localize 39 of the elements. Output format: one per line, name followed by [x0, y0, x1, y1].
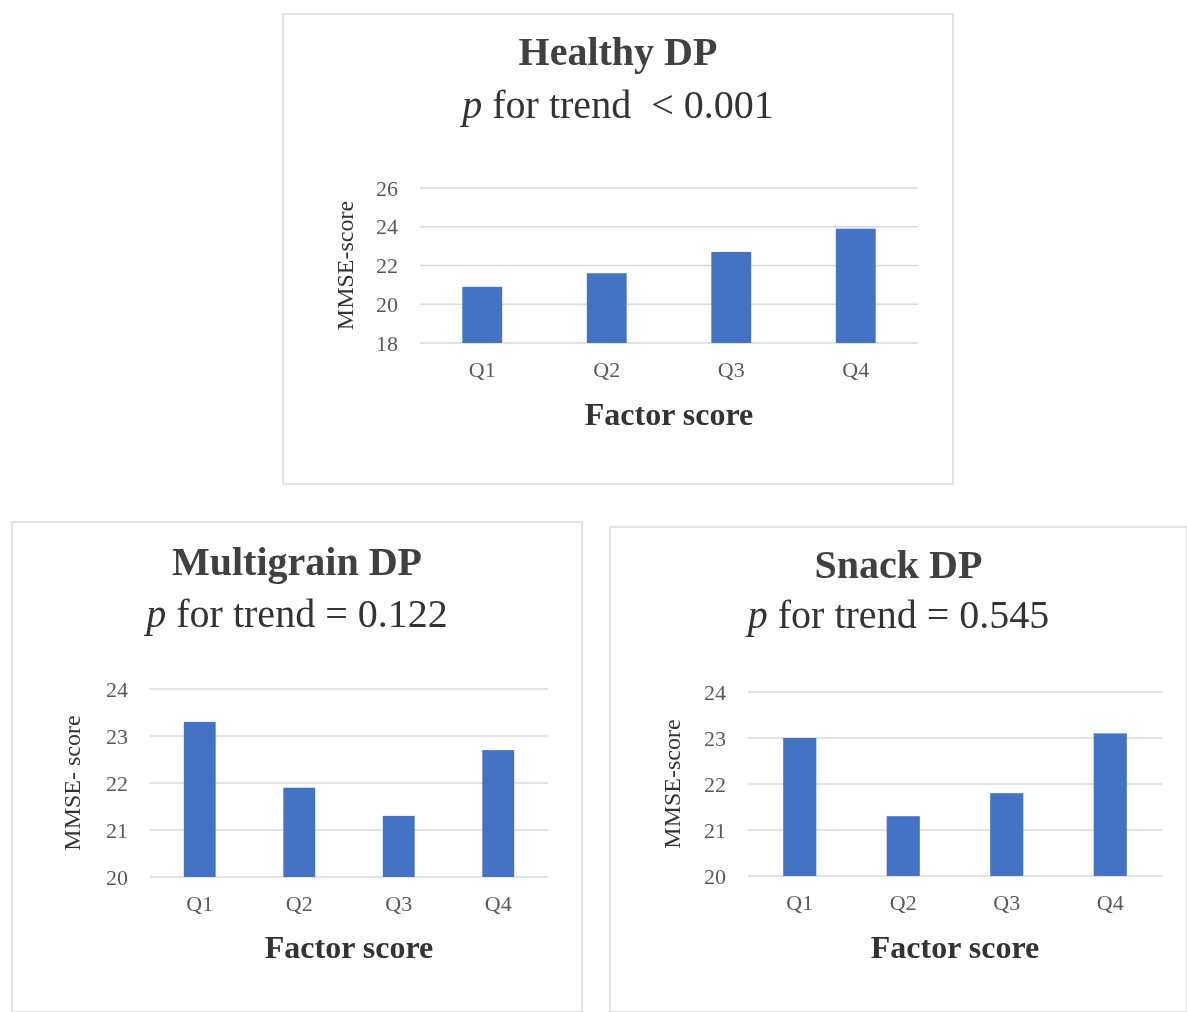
- y-tick-label: 22: [704, 771, 726, 797]
- x-axis-title: Factor score: [264, 929, 434, 965]
- y-tick-label: 24: [106, 676, 128, 702]
- x-tick-label: Q3: [993, 890, 1021, 915]
- x-tick-label: Q4: [1096, 890, 1124, 915]
- y-tick-label: 22: [106, 770, 128, 796]
- y-tick-label: 24: [704, 679, 726, 705]
- y-tick-label: 21: [704, 817, 726, 843]
- y-tick-label: 23: [106, 723, 128, 749]
- chart-title: Multigrain DP: [172, 539, 422, 584]
- x-tick-label: Q1: [468, 357, 496, 382]
- y-tick-label: 21: [106, 817, 128, 843]
- chart-subtitle: p for trend = 0.545: [744, 592, 1050, 637]
- y-axis-title: MMSE- score: [59, 715, 86, 851]
- x-tick-label: Q3: [385, 891, 413, 916]
- y-axis-title: MMSE-score: [332, 200, 359, 331]
- chart-title: Healthy DP: [518, 29, 718, 74]
- y-tick-label: 23: [704, 725, 726, 751]
- y-tick-label: 20: [704, 863, 726, 889]
- x-tick-label: Q3: [717, 357, 745, 382]
- x-tick-label: Q1: [186, 891, 214, 916]
- chart-title: Snack DP: [814, 542, 983, 587]
- y-tick-label: 20: [106, 864, 128, 890]
- y-tick-label: 24: [376, 214, 398, 240]
- x-axis-title: Factor score: [584, 396, 754, 432]
- y-tick-label: 22: [376, 253, 398, 279]
- y-tick-label: 26: [376, 175, 398, 201]
- chart-subtitle: p for trend < 0.001: [459, 82, 774, 127]
- x-tick-label: Q2: [285, 891, 313, 916]
- y-tick-label: 20: [376, 291, 398, 317]
- x-tick-label: Q2: [593, 357, 621, 382]
- y-axis-title: MMSE-score: [659, 719, 686, 849]
- chart-subtitle: p for trend = 0.122: [143, 591, 448, 636]
- x-tick-label: Q2: [889, 890, 917, 915]
- x-tick-label: Q4: [484, 891, 512, 916]
- x-tick-label: Q4: [842, 357, 870, 382]
- x-tick-label: Q1: [786, 890, 814, 915]
- y-tick-label: 18: [376, 330, 398, 356]
- x-axis-title: Factor score: [870, 929, 1040, 965]
